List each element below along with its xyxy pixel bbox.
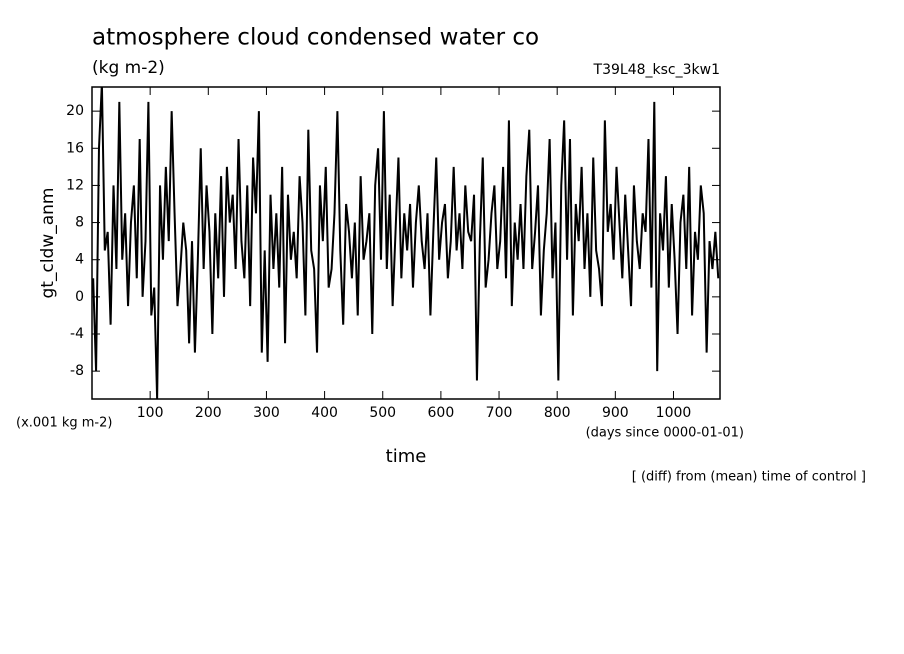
y-tick-label: -8 [70, 363, 84, 379]
y-units: (x.001 kg m-2) [16, 416, 112, 431]
x-tick-label: 600 [428, 405, 455, 421]
y-tick-label: 12 [66, 177, 84, 193]
experiment-label: T39L48_ksc_3kw1 [593, 62, 720, 78]
x-tick-label: 800 [544, 405, 571, 421]
y-tick-label: -4 [70, 326, 84, 342]
chart-title: atmosphere cloud condensed water co [92, 25, 539, 51]
x-tick-label: 700 [486, 405, 513, 421]
y-tick-label: 20 [66, 103, 84, 119]
x-tick-label: 200 [195, 405, 222, 421]
line-series [92, 87, 720, 399]
y-tick-label: 0 [75, 289, 84, 305]
x-units: (days since 0000-01-01) [586, 426, 744, 441]
x-tick-label: 100 [137, 405, 164, 421]
y-tick-label: 8 [75, 215, 84, 231]
x-tick-label: 500 [369, 405, 396, 421]
x-tick-label: 1000 [656, 405, 692, 421]
x-axis-label: time [386, 446, 427, 467]
x-tick-label: 900 [602, 405, 629, 421]
y-axis-label: gt_cldw_anm [38, 188, 58, 299]
y-tick-label: 16 [66, 140, 84, 156]
plot-frame [91, 86, 721, 400]
x-tick-label: 300 [253, 405, 280, 421]
note: [ (diff) from (mean) time of control ] [632, 470, 866, 485]
y-tick-label: 4 [75, 252, 84, 268]
x-tick-label: 400 [311, 405, 338, 421]
chart-subtitle: (kg m-2) [92, 58, 165, 78]
